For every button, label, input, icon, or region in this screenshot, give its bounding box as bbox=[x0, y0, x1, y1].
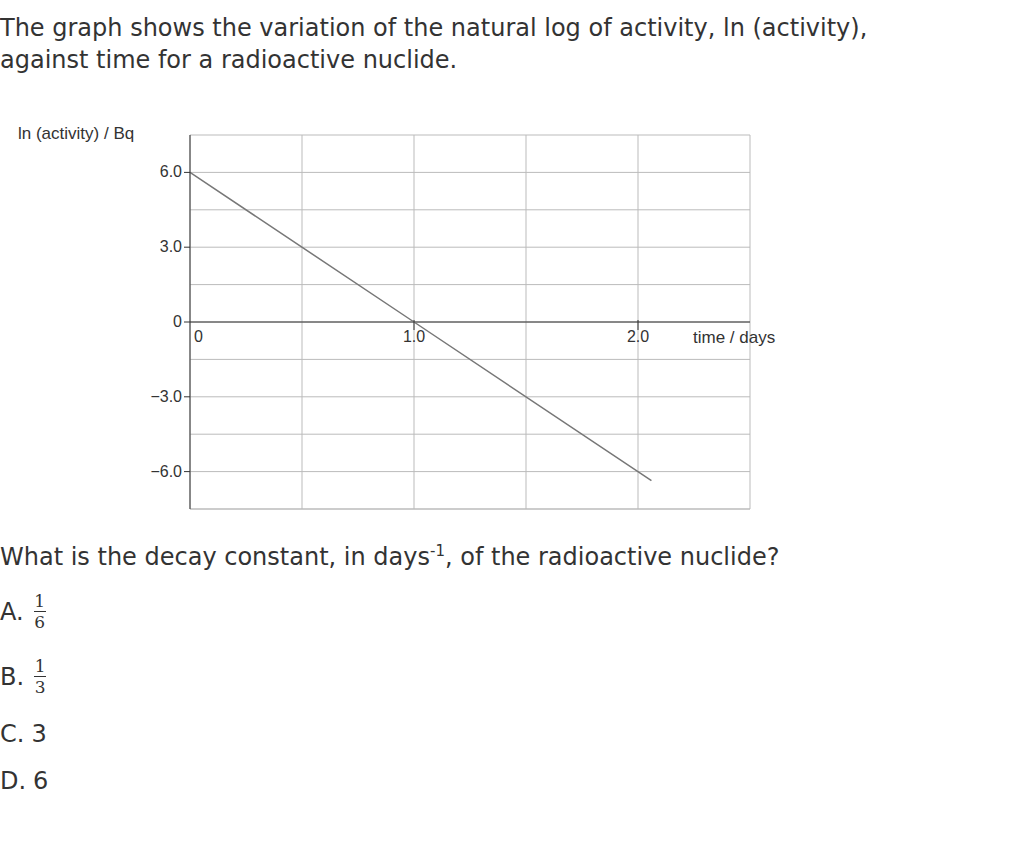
html-text:time / days: time / days bbox=[693, 328, 776, 347]
html-text:6: 6 bbox=[34, 612, 45, 632]
svg-text:3.0: 3.0 bbox=[160, 238, 182, 255]
html-text:C. 3: C. 3 bbox=[0, 720, 47, 748]
html-text:ln (activity) / Bq: ln (activity) / Bq bbox=[18, 124, 135, 143]
html-text:3: 3 bbox=[34, 677, 46, 697]
svg-text:0: 0 bbox=[194, 328, 203, 345]
html-text:D. 6: D. 6 bbox=[0, 767, 49, 795]
svg-text:1.0: 1.0 bbox=[403, 328, 425, 345]
svg-text:6.0: 6.0 bbox=[160, 163, 182, 180]
html-text:What is the decay constant, in: What is the decay constant, in days-1, o… bbox=[0, 542, 780, 571]
html-text:1: 1 bbox=[34, 591, 45, 611]
html-text:The graph shows the variation: The graph shows the variation of the nat… bbox=[0, 14, 868, 42]
svg-text:−6.0: −6.0 bbox=[150, 463, 182, 480]
html-text:B. 1: B. 1 bbox=[0, 656, 46, 691]
html-text:against time for a radioactive: against time for a radioactive nuclide. bbox=[0, 46, 458, 74]
svg-text:2.0: 2.0 bbox=[627, 328, 649, 345]
svg-text:0: 0 bbox=[173, 313, 182, 330]
svg-text:−3.0: −3.0 bbox=[150, 388, 182, 405]
html-text:A.: A. bbox=[0, 598, 24, 626]
